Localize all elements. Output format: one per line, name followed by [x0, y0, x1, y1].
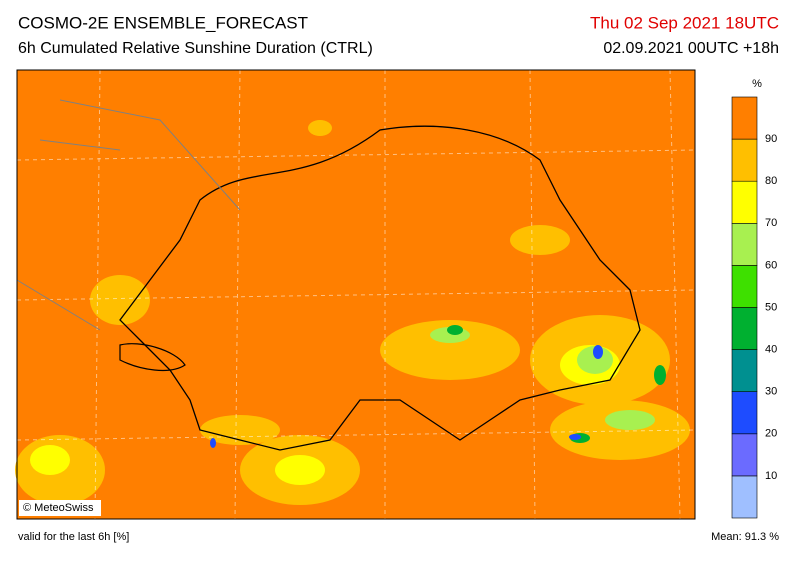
- legend-swatch: [731, 223, 758, 266]
- subtitle: 6h Cumulated Relative Sunshine Duration …: [18, 40, 373, 57]
- copyright: © MeteoSwiss: [23, 502, 94, 514]
- legend-swatch: [731, 265, 758, 308]
- validity-note: valid for the last 6h [%]: [18, 531, 129, 543]
- legend-label: 90: [765, 133, 777, 145]
- map: © MeteoSwiss: [15, 69, 696, 520]
- legend-swatch: [731, 391, 758, 435]
- legend-label: 60: [765, 259, 777, 271]
- title: COSMO-2E ENSEMBLE_FORECAST: [18, 13, 308, 32]
- legend-swatch: [731, 349, 758, 393]
- legend-label: 30: [765, 386, 777, 398]
- country-border: [119, 125, 641, 451]
- legend-label: 10: [765, 470, 777, 482]
- region-border: [16, 99, 241, 331]
- legend-swatch: [731, 138, 758, 182]
- lake: [119, 343, 186, 371]
- sunshine-patches: [447, 325, 666, 443]
- legend-swatch: [731, 180, 758, 224]
- legend: % 10 20 30 40 50 60 70 80 90: [731, 78, 777, 519]
- legend-swatch: [731, 96, 758, 140]
- mean-value: Mean: 91.3 %: [711, 531, 779, 543]
- legend-label: 80: [765, 175, 777, 187]
- legend-label: 70: [765, 217, 777, 229]
- legend-swatch: [731, 433, 758, 477]
- run-info: 02.09.2021 00UTC +18h: [603, 40, 779, 57]
- sunshine-patches: [430, 327, 655, 430]
- sunshine-patches: [210, 345, 603, 448]
- legend-label: 50: [765, 301, 777, 313]
- copyright-box: [19, 500, 101, 516]
- graticule: [16, 69, 696, 520]
- legend-label: 40: [765, 344, 777, 356]
- legend-unit: %: [752, 78, 762, 90]
- legend-swatch: [731, 475, 758, 519]
- legend-label: 20: [765, 428, 777, 440]
- legend-swatch: [731, 307, 758, 350]
- map-frame: [16, 69, 696, 520]
- valid-time: Thu 02 Sep 2021 18UTC: [590, 13, 779, 32]
